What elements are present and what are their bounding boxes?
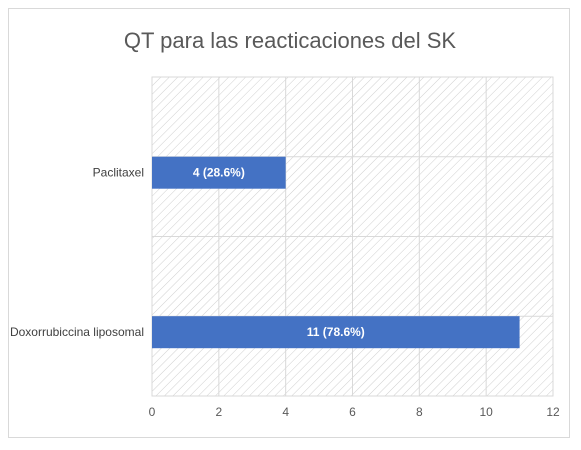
x-tick-label: 10 — [479, 405, 493, 419]
bar-data-label: 4 (28.6%) — [193, 166, 245, 180]
bar-0 — [152, 156, 286, 189]
category-labels: Paclitaxel Doxorrubiccina liposomal — [10, 166, 144, 340]
chart-title: QT para las reacticaciones del SK — [124, 28, 457, 53]
bars — [152, 156, 520, 349]
x-tick-label: 6 — [349, 405, 356, 419]
category-label: Doxorrubiccina liposomal — [10, 325, 144, 339]
x-tick-label: 8 — [416, 405, 423, 419]
bar-data-label: 11 (78.6%) — [307, 325, 365, 339]
x-tick-label: 2 — [215, 405, 222, 419]
bar-1 — [152, 316, 520, 349]
bar-labels: 4 (28.6%) 11 (78.6%) — [193, 166, 365, 340]
x-tick-label: 0 — [149, 405, 156, 419]
category-label: Paclitaxel — [93, 166, 144, 180]
x-tick-label: 12 — [546, 405, 560, 419]
x-tick-label: 4 — [282, 405, 289, 419]
x-tick-labels: 0 2 4 6 8 10 12 — [149, 405, 560, 419]
